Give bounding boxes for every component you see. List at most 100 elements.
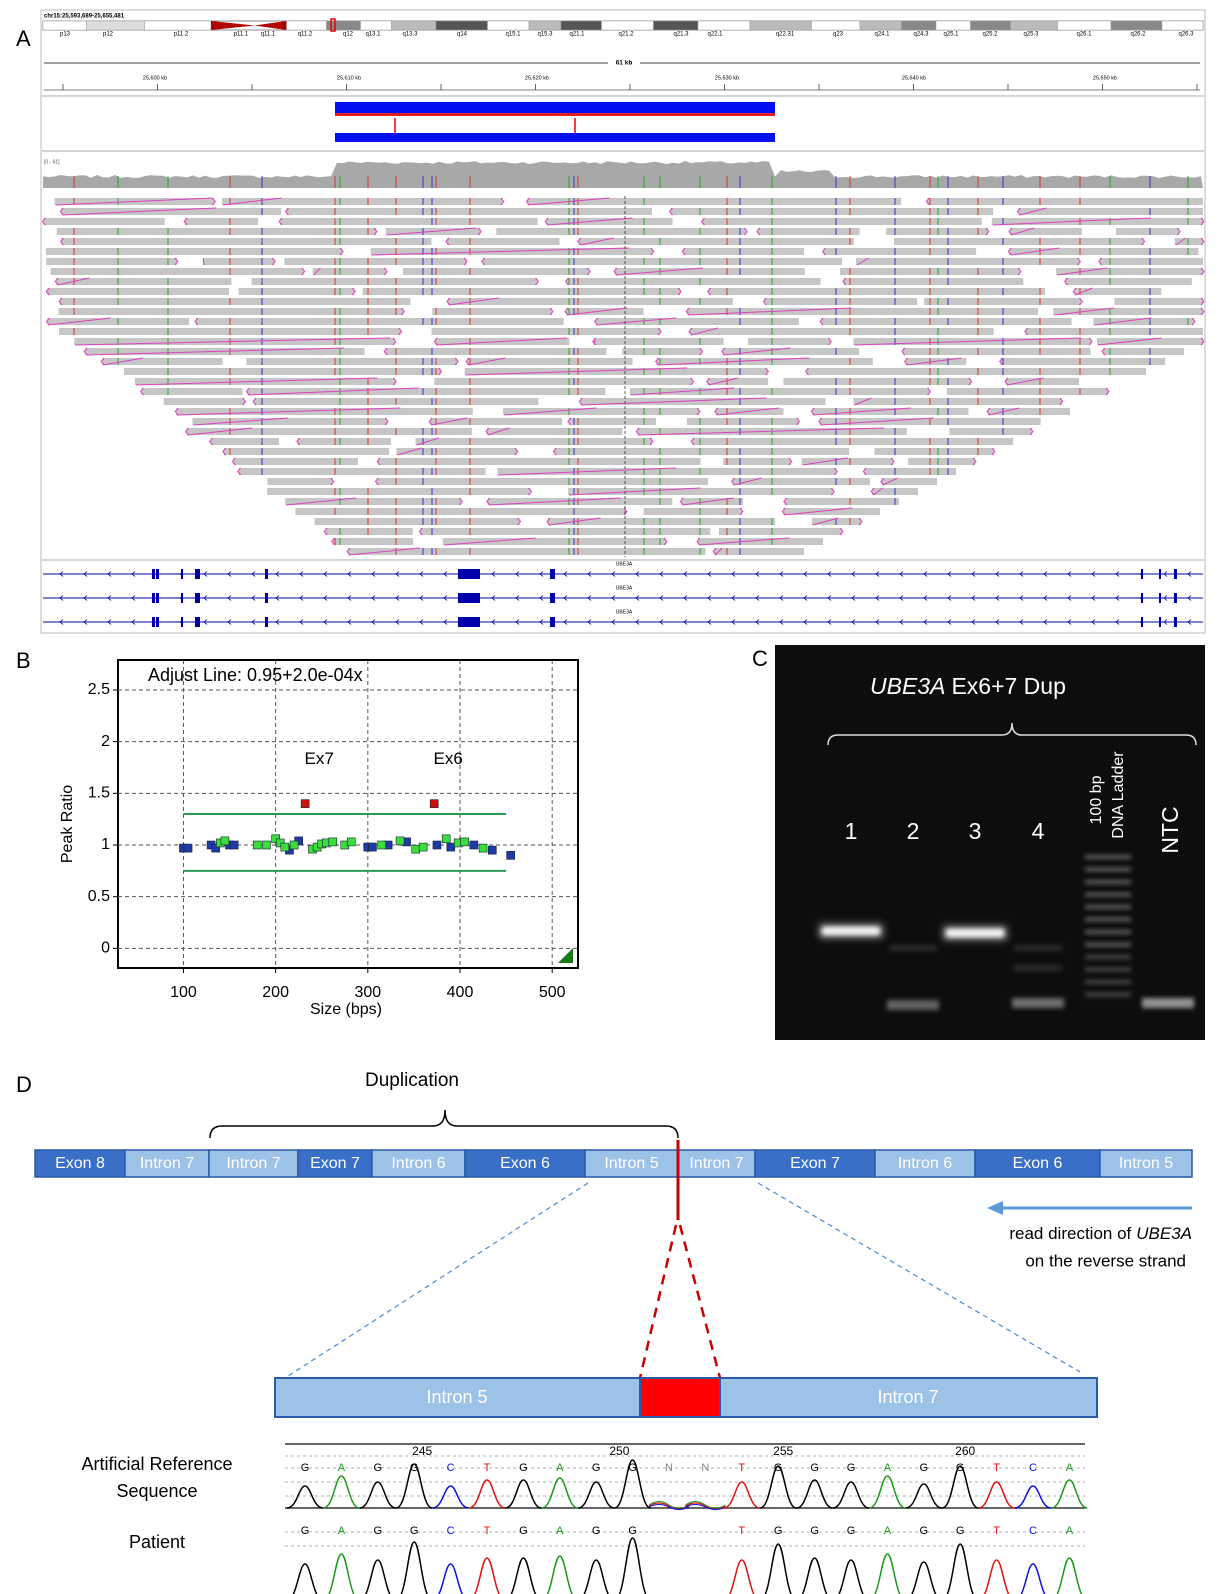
cytoband-label: q25.1	[943, 32, 959, 38]
trace-peak	[396, 1542, 432, 1594]
smear	[1014, 965, 1062, 971]
read	[568, 488, 833, 495]
cytoband	[392, 21, 437, 30]
exon	[195, 569, 200, 579]
row-label: Sequence	[116, 1481, 197, 1501]
cytoband	[602, 21, 654, 30]
ladder-band	[1085, 993, 1131, 997]
point	[329, 838, 337, 846]
base-call: G	[519, 1525, 528, 1537]
ladder-band	[1085, 955, 1131, 959]
base-call: G	[301, 1525, 310, 1537]
read	[443, 538, 666, 545]
read	[267, 478, 332, 485]
read	[1103, 348, 1184, 355]
note-text: read direction of	[1009, 1224, 1131, 1243]
read	[314, 518, 519, 525]
read-arrow-head	[987, 1201, 1003, 1215]
gene-label: UBE3A	[616, 609, 633, 615]
panel-a: chr15:25,593,689-25,655,481p13p12p11.2p1…	[41, 10, 1205, 633]
read	[420, 528, 710, 535]
read	[1006, 378, 1079, 385]
base-call: G	[920, 1462, 929, 1474]
trace-peak	[797, 1480, 833, 1508]
base-call: A	[338, 1525, 346, 1537]
ladder-band	[1085, 905, 1131, 909]
base-call: A	[1066, 1525, 1074, 1537]
band	[946, 929, 1004, 937]
exon	[156, 593, 159, 603]
cytoband	[750, 21, 812, 30]
exon	[1159, 569, 1161, 579]
point	[470, 841, 478, 849]
base-call: G	[956, 1525, 965, 1537]
trace-peak	[1051, 1558, 1087, 1594]
read	[1100, 258, 1203, 265]
page: ABCDchr15:25,593,689-25,655,481p13p12p11…	[0, 0, 1223, 1594]
read	[1001, 358, 1165, 365]
read	[758, 228, 860, 235]
read	[62, 238, 432, 245]
exon	[1141, 569, 1143, 579]
cytoband-label: q13.1	[365, 32, 381, 38]
read	[164, 398, 245, 405]
ladder-band	[1085, 930, 1131, 934]
exon	[1174, 617, 1177, 627]
x-tick-label: 100	[170, 984, 197, 1001]
trace-peak	[433, 1486, 469, 1508]
coverage	[43, 161, 1203, 188]
exon	[152, 593, 155, 603]
x-tick-label: 500	[539, 984, 566, 1001]
exon	[181, 569, 183, 579]
read	[233, 458, 358, 465]
read	[60, 298, 410, 305]
read	[447, 238, 560, 245]
read	[196, 318, 564, 325]
read	[284, 258, 466, 265]
trace-peak	[542, 1556, 578, 1594]
duplication-bracket	[210, 1110, 678, 1138]
cytoband-label: q24.1	[874, 32, 890, 38]
read	[630, 388, 930, 395]
trace-peak	[542, 1478, 578, 1508]
exon	[1174, 593, 1177, 603]
point	[461, 838, 469, 846]
cytoband	[43, 21, 87, 30]
read	[47, 288, 229, 295]
exon	[550, 617, 555, 627]
read	[615, 268, 805, 275]
trace-peak	[833, 1482, 869, 1508]
base-call: T	[484, 1462, 491, 1474]
trace-peak	[906, 1562, 942, 1594]
read	[785, 498, 899, 505]
cytoband-label: q26.1	[1076, 32, 1092, 38]
read	[548, 518, 775, 525]
trace-peak	[979, 1560, 1015, 1594]
ladder-band	[1085, 880, 1131, 884]
cytoband	[860, 21, 902, 30]
segment-label: Intron 5	[1119, 1155, 1173, 1172]
cytoband	[287, 21, 327, 30]
read	[325, 528, 413, 535]
read	[596, 318, 799, 325]
exon	[156, 569, 159, 579]
exon	[181, 617, 183, 627]
read	[432, 328, 661, 335]
base-call: N	[701, 1462, 709, 1474]
ladder-band	[1085, 980, 1131, 984]
exon	[550, 569, 555, 579]
x-tick-label: 200	[262, 984, 289, 1001]
cytoband-label: q15.1	[505, 32, 521, 38]
cytoband	[812, 21, 861, 30]
read	[714, 548, 804, 555]
ruler-label: 25,650 kb	[1093, 75, 1117, 81]
point	[290, 841, 298, 849]
base-call: A	[338, 1462, 346, 1474]
y-tick-label: 2	[101, 733, 110, 750]
read	[252, 278, 538, 285]
trace-peak	[323, 1554, 359, 1594]
zoom-line	[640, 1225, 676, 1378]
read	[1114, 298, 1203, 305]
read	[1053, 308, 1203, 315]
read	[46, 248, 342, 255]
